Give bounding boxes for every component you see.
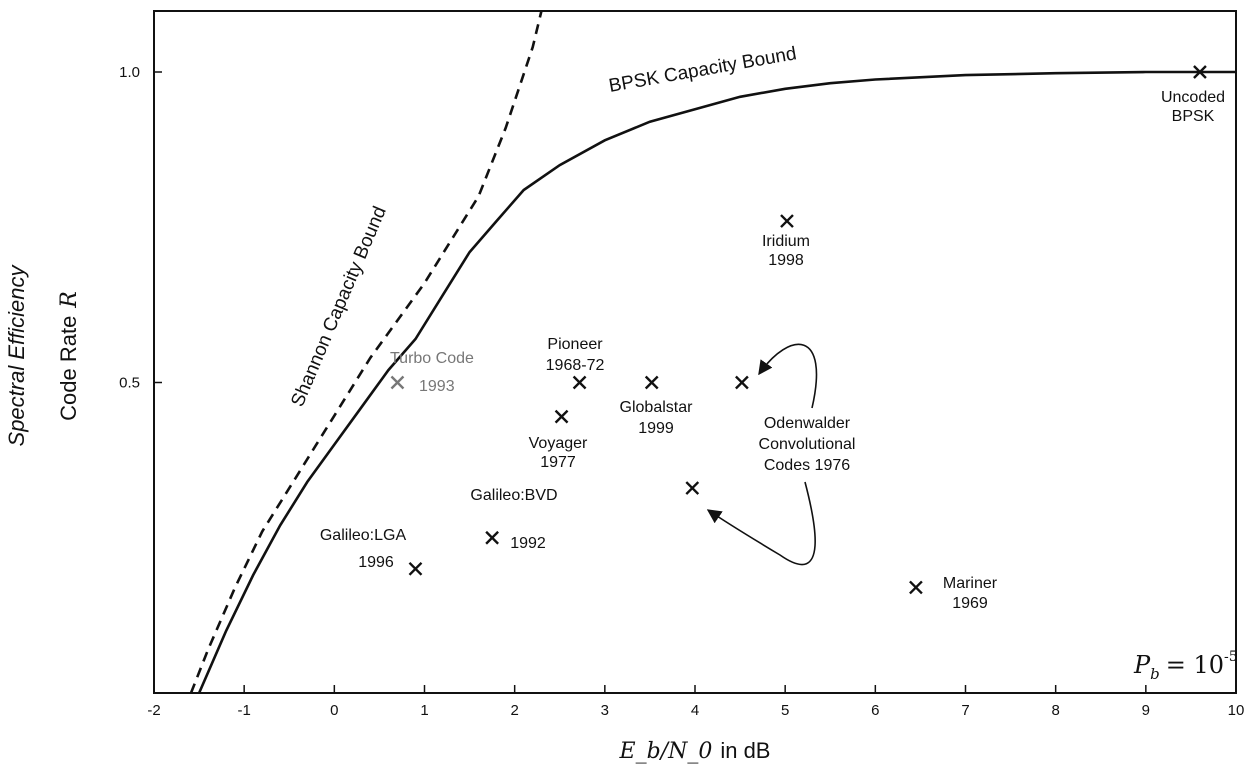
label-globalstar-line2: 1999 <box>638 420 674 437</box>
x-tick-label: 0 <box>330 702 338 719</box>
data-points <box>390 65 1207 595</box>
y-axis-title-symbol: R <box>57 291 82 309</box>
x-tick-label: 8 <box>1051 702 1059 719</box>
point-marker-stroke <box>390 375 405 390</box>
x-axis-title: E_b/N_0 in dB <box>619 738 771 764</box>
label-odenwalder-line1: Odenwalder <box>764 415 851 432</box>
shannon-curve-label: Shannon Capacity Bound <box>287 203 391 410</box>
y-tick-label: 0.5 <box>119 375 140 392</box>
bpsk-capacity-curve <box>197 70 1236 693</box>
label-iridium-line2: 1998 <box>768 252 804 269</box>
label-galileo-lga-line2: 1996 <box>358 554 394 571</box>
pb-symbol: P <box>1133 651 1151 679</box>
point-marker <box>408 561 423 576</box>
point-marker-stroke <box>572 375 587 390</box>
label-uncoded-line1: Uncoded <box>1161 89 1225 106</box>
x-tick-label: 1 <box>420 702 428 719</box>
y-axis-title-line1: Spectral Efficiency <box>4 264 29 447</box>
point-marker <box>909 580 923 595</box>
x-tick-label: -1 <box>237 702 250 719</box>
x-axis-title-math: E_b/N_0 <box>619 739 713 764</box>
x-tick-label: 6 <box>871 702 879 719</box>
pb-equals: = 10 <box>1166 651 1224 679</box>
odenwalder-arrow-upper <box>758 343 818 409</box>
point-marker-stroke <box>735 375 749 390</box>
point-marker <box>685 481 700 495</box>
label-uncoded-line2: BPSK <box>1172 108 1215 125</box>
point-marker <box>644 375 659 390</box>
pb-exponent: -5 <box>1224 649 1238 665</box>
y-tick-label: 1.0 <box>119 64 140 81</box>
point-marker-stroke <box>1193 65 1207 79</box>
x-tick-label: 4 <box>691 702 699 719</box>
point-marker <box>390 375 405 390</box>
bpsk-curve-label: BPSK Capacity Bound <box>607 43 798 97</box>
point-marker <box>780 214 794 228</box>
label-voyager-line2: 1977 <box>540 454 576 471</box>
x-tick-label: 3 <box>601 702 609 719</box>
point-labels: Uncoded BPSK Iridium 1998 Turbo Code 199… <box>320 89 1225 612</box>
point-marker-stroke <box>485 530 499 545</box>
point-marker-stroke <box>408 561 423 576</box>
point-marker <box>554 409 569 424</box>
point-marker <box>1193 65 1207 79</box>
label-galileo-bvd-line2: 1992 <box>510 535 546 552</box>
x-tick-label: -2 <box>147 702 160 719</box>
y-axis-ticks: 0.5 1.0 <box>119 64 162 392</box>
shannon-capacity-curve <box>189 11 543 693</box>
label-pioneer-line2: 1968-72 <box>546 357 605 374</box>
label-globalstar-line1: Globalstar <box>620 399 694 416</box>
label-galileo-bvd-line1: Galileo:BVD <box>470 487 557 504</box>
label-odenwalder-line3: Codes 1976 <box>764 457 850 474</box>
x-tick-label: 10 <box>1228 702 1245 719</box>
point-marker-stroke <box>554 409 569 424</box>
label-galileo-lga-line1: Galileo:LGA <box>320 527 407 544</box>
point-marker <box>485 530 499 545</box>
label-turbo-line1: Turbo Code <box>390 350 474 367</box>
x-tick-label: 2 <box>510 702 518 719</box>
point-marker-stroke <box>644 375 659 390</box>
x-tick-label: 9 <box>1142 702 1150 719</box>
x-axis-title-unit: in dB <box>720 738 770 763</box>
x-tick-label: 5 <box>781 702 789 719</box>
label-odenwalder-line2: Convolutional <box>759 436 856 453</box>
x-axis-ticks: -2 -1 0 1 2 3 4 5 6 7 8 9 10 <box>147 685 1244 719</box>
y-axis-title-text: Code Rate <box>56 316 81 421</box>
point-marker-stroke <box>909 580 923 595</box>
pb-annotation: Pb = 10-5 <box>1133 649 1238 683</box>
point-marker-stroke <box>780 214 794 228</box>
label-mariner-line1: Mariner <box>943 575 998 592</box>
point-marker-stroke <box>685 481 700 495</box>
point-marker <box>572 375 587 390</box>
x-tick-label: 7 <box>961 702 969 719</box>
point-marker <box>735 375 749 390</box>
label-pioneer-line1: Pioneer <box>547 336 603 353</box>
label-mariner-line2: 1969 <box>952 595 988 612</box>
pb-subscript: b <box>1150 665 1160 683</box>
label-iridium-line1: Iridium <box>762 233 810 250</box>
label-voyager-line1: Voyager <box>529 435 588 452</box>
label-turbo-line2: 1993 <box>419 378 455 395</box>
y-axis-title-line2: Code Rate R <box>56 291 82 421</box>
odenwalder-arrow-lower <box>706 481 816 566</box>
